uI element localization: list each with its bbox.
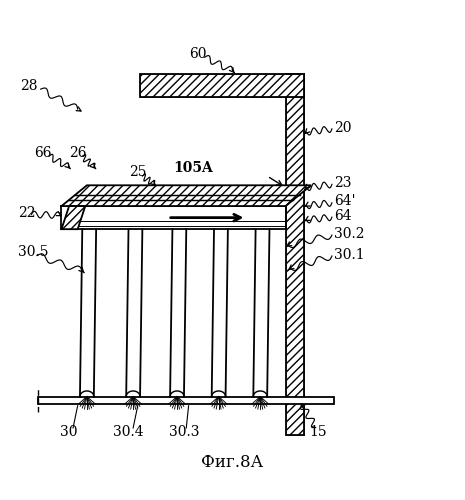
Text: 28: 28 xyxy=(20,79,38,93)
Bar xyxy=(39,396,334,404)
Text: 30: 30 xyxy=(60,424,77,438)
Bar xyxy=(286,74,304,435)
Text: 25: 25 xyxy=(129,166,146,179)
Text: 30.5: 30.5 xyxy=(18,246,48,260)
Text: 30.4: 30.4 xyxy=(113,424,144,438)
Text: 30.2: 30.2 xyxy=(334,227,365,241)
Polygon shape xyxy=(61,186,311,206)
Text: 66: 66 xyxy=(34,146,52,160)
Text: 15: 15 xyxy=(309,424,327,438)
Text: 20: 20 xyxy=(334,120,352,134)
Text: 30.3: 30.3 xyxy=(169,424,199,438)
Polygon shape xyxy=(61,206,85,229)
Text: 105A: 105A xyxy=(173,160,213,174)
Text: 60: 60 xyxy=(189,46,206,60)
Text: Фиг.8А: Фиг.8А xyxy=(201,454,264,471)
Text: 64': 64' xyxy=(334,194,356,208)
Text: 23: 23 xyxy=(334,176,352,190)
Text: 26: 26 xyxy=(69,146,86,160)
Bar xyxy=(140,74,304,98)
Text: 30.1: 30.1 xyxy=(334,248,365,262)
Bar xyxy=(286,74,304,435)
Bar xyxy=(140,74,304,98)
Text: 22: 22 xyxy=(18,206,35,220)
Text: 64: 64 xyxy=(334,209,352,223)
